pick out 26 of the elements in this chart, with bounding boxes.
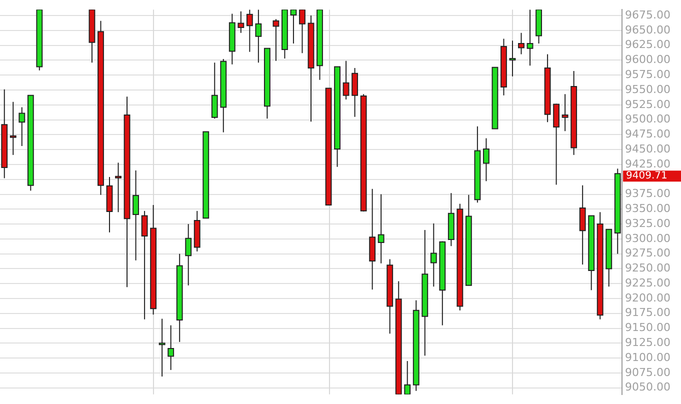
y-tick-label: 9125.00 — [625, 336, 670, 350]
y-tick-label: 9550.00 — [625, 82, 670, 96]
y-tick-label: 9675.00 — [625, 8, 670, 22]
y-tick-label: 9650.00 — [625, 23, 670, 36]
y-tick-label: 9150.00 — [625, 321, 670, 334]
y-tick-label: 9175.00 — [625, 306, 670, 320]
y-tick-label: 9325.00 — [625, 216, 670, 230]
y-tick-label: 9625.00 — [625, 38, 670, 52]
y-tick-label: 9575.00 — [625, 68, 670, 81]
y-tick-label: 9200.00 — [625, 291, 670, 304]
y-tick-label: 9450.00 — [625, 142, 670, 156]
y-tick-label: 9275.00 — [625, 246, 670, 260]
y-tick-label: 9075.00 — [625, 366, 670, 379]
y-tick-label: 9050.00 — [625, 380, 670, 394]
y-tick-label: 9300.00 — [625, 232, 670, 245]
y-tick-label: 9225.00 — [625, 276, 670, 290]
text: 9409.71 — [626, 170, 668, 182]
y-tick-label: 9525.00 — [625, 98, 670, 111]
y-tick-label: 9350.00 — [625, 202, 670, 216]
y-tick-label: 9600.00 — [625, 53, 670, 66]
y-tick-label: 9100.00 — [625, 350, 670, 364]
y-tick-label: 9475.00 — [625, 128, 670, 141]
y-tick-label: 9375.00 — [625, 187, 670, 200]
y-tick-label: 9250.00 — [625, 262, 670, 275]
y-tick-label: 9500.00 — [625, 112, 670, 126]
y-tick-label: 9425.00 — [625, 157, 670, 170]
